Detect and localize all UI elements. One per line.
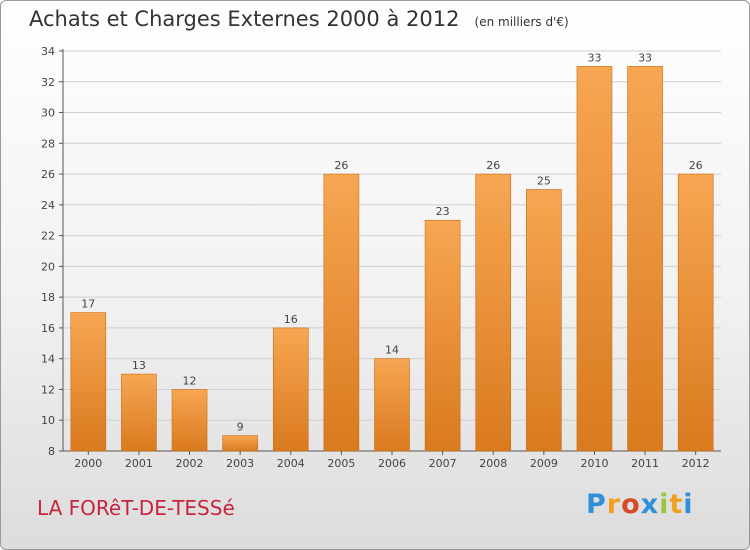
- bar: [171, 389, 208, 452]
- y-tick-label: 10: [41, 414, 55, 427]
- bar: [526, 189, 562, 452]
- y-tick-label: 12: [41, 383, 55, 396]
- place-name: LA FORêT-DE-TESSé: [37, 496, 235, 520]
- y-tick-label: 24: [41, 199, 55, 212]
- bar-value-label: 12: [183, 374, 197, 387]
- x-tick-label: 2008: [479, 457, 507, 470]
- logo-letter: r: [606, 489, 622, 520]
- logo-letter: t: [669, 489, 684, 520]
- y-tick-label: 8: [48, 445, 55, 458]
- y-tick-label: 22: [41, 230, 55, 243]
- bar-value-label: 23: [436, 205, 450, 218]
- bar-value-label: 17: [81, 298, 95, 311]
- bar-value-label: 14: [385, 344, 399, 357]
- chart-title-main: Achats et Charges Externes 2000 à 2012: [29, 7, 460, 31]
- y-tick-label: 20: [41, 260, 55, 273]
- bar: [272, 327, 309, 452]
- y-tick-label: 30: [41, 107, 55, 120]
- bar: [222, 435, 258, 452]
- x-tick-label: 2002: [176, 457, 204, 470]
- logo-letter: P: [586, 489, 607, 520]
- x-tick-label: 2010: [580, 457, 608, 470]
- bar-value-label: 33: [638, 51, 652, 64]
- y-tick-label: 14: [41, 353, 55, 366]
- y-tick-label: 26: [41, 168, 55, 181]
- bar-value-label: 9: [237, 421, 244, 434]
- x-tick-label: 2007: [429, 457, 457, 470]
- bar: [576, 66, 613, 452]
- y-tick-label: 18: [41, 291, 55, 304]
- logo-letter: i: [683, 489, 694, 520]
- x-tick-label: 2009: [530, 457, 558, 470]
- bar-value-label: 25: [537, 174, 551, 187]
- bar: [475, 173, 512, 452]
- bar: [374, 358, 410, 452]
- x-tick-label: 2001: [125, 457, 153, 470]
- x-tick-label: 2011: [631, 457, 659, 470]
- y-tick-label: 32: [41, 76, 55, 89]
- bar-value-label: 13: [132, 359, 146, 372]
- proxiti-logo: Proxiti: [586, 489, 694, 520]
- x-tick-label: 2005: [327, 457, 355, 470]
- bar: [424, 219, 461, 452]
- x-tick-label: 2004: [277, 457, 305, 470]
- bar: [323, 173, 360, 452]
- labels: 8 10 12 14 16 18 20 22 24 26 28 30 32 34 17 2000 13 2001 1…: [41, 45, 710, 470]
- bar: [121, 373, 157, 452]
- bar-value-label: 26: [334, 159, 348, 172]
- bar: [677, 173, 714, 452]
- bar-value-label: 16: [284, 313, 298, 326]
- x-tick-label: 2012: [682, 457, 710, 470]
- y-tick-label: 16: [41, 322, 55, 335]
- bars: [70, 66, 714, 452]
- logo-letter: o: [621, 489, 641, 520]
- chart-title: Achats et Charges Externes 2000 à 2012 (…: [29, 7, 569, 31]
- logo-letter: x: [640, 489, 660, 520]
- bar-value-label: 26: [689, 159, 703, 172]
- x-tick-label: 2000: [74, 457, 102, 470]
- bar-value-label: 26: [486, 159, 500, 172]
- chart-title-unit: (en milliers d'€): [474, 15, 569, 29]
- logo-letter: i: [659, 489, 670, 520]
- x-tick-label: 2006: [378, 457, 406, 470]
- bar: [627, 66, 663, 452]
- y-tick-label: 34: [41, 45, 55, 58]
- x-tick-label: 2003: [226, 457, 254, 470]
- bar: [70, 312, 107, 452]
- bar-value-label: 33: [587, 51, 601, 64]
- y-tick-label: 28: [41, 137, 55, 150]
